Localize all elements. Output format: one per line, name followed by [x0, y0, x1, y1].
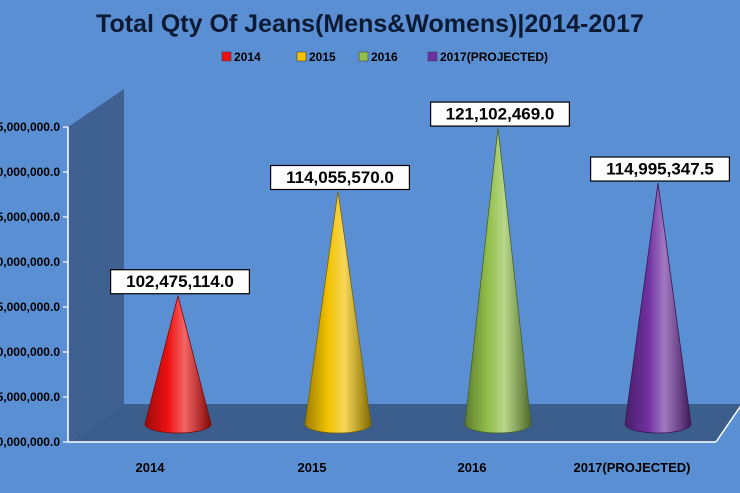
cone-2017-projected — [624, 182, 692, 434]
y-axis: 90,000,000.0 95,000,000.0 100,000,000.0 105… — [0, 120, 69, 449]
floor-side-edge — [715, 405, 740, 443]
data-label-box — [109, 269, 251, 295]
x-axis: 2014 2015 2016 2017(PROJECTED) — [136, 460, 691, 475]
legend-swatch — [296, 51, 307, 62]
x-tick-label: 2014 — [136, 460, 166, 475]
y-tick-label: 95,000,000.0 — [0, 390, 60, 404]
data-label-2017-projected: 114,995,347.5 — [589, 156, 730, 182]
y-tick-label: 105,000,000.0 — [0, 300, 60, 314]
legend-entry-2016: 2016 — [358, 50, 398, 64]
legend-entry-2014: 2014 — [221, 50, 261, 64]
data-label-text: 121,102,469.0 — [446, 105, 555, 124]
legend-swatch — [221, 51, 232, 62]
legend-label: 2016 — [371, 50, 398, 64]
x-tick-label: 2017(PROJECTED) — [573, 460, 690, 475]
y-tick-label: 125,000,000.0 — [0, 120, 60, 134]
data-label-2014: 102,475,114.0 — [109, 269, 251, 295]
x-tick-label: 2015 — [298, 460, 327, 475]
legend-label: 2014 — [234, 50, 261, 64]
cone-body — [304, 191, 372, 434]
cone-body — [624, 182, 692, 434]
data-label-2016: 121,102,469.0 — [430, 101, 571, 127]
legend-entry-2015: 2015 — [296, 50, 336, 64]
cone-body — [464, 128, 532, 434]
data-label-text: 114,995,347.5 — [606, 160, 714, 179]
legend: 2014 2015 2016 2017(PROJECTED) — [221, 50, 548, 64]
data-label-box — [270, 164, 411, 191]
floor — [68, 404, 740, 442]
y-tick-label: 100,000,000.0 — [0, 345, 60, 359]
y-tick-label: 90,000,000.0 — [0, 435, 60, 449]
y-tick-label: 110,000,000.0 — [0, 255, 60, 269]
data-label-box — [589, 156, 730, 182]
legend-swatch — [358, 51, 369, 62]
data-label-2015: 114,055,570.0 — [270, 164, 411, 191]
cone-body — [144, 295, 212, 434]
chart-title: Total Qty Of Jeans(Mens&Womens)|2014-201… — [96, 10, 644, 38]
chart-walls — [68, 89, 740, 443]
legend-entry-2017-projected: 2017(PROJECTED) — [427, 50, 548, 64]
y-tick-label: 115,000,000.0 — [0, 210, 60, 224]
data-label-text: 114,055,570.0 — [286, 168, 394, 187]
legend-label: 2015 — [309, 50, 336, 64]
data-label-box — [430, 101, 571, 127]
data-label-text: 102,475,114.0 — [126, 272, 234, 291]
cone-2015 — [304, 191, 372, 434]
cone-2014 — [144, 295, 212, 434]
x-tick-label: 2016 — [458, 460, 487, 475]
cones: 102,475,114.0 114,055,570.0 121,102,469.0 1… — [109, 101, 730, 434]
legend-swatch — [427, 51, 438, 62]
back-wall — [68, 89, 124, 442]
y-tick-label: 120,000,000.0 — [0, 165, 60, 179]
cone-2016 — [464, 128, 532, 434]
legend-label: 2017(PROJECTED) — [440, 50, 548, 64]
